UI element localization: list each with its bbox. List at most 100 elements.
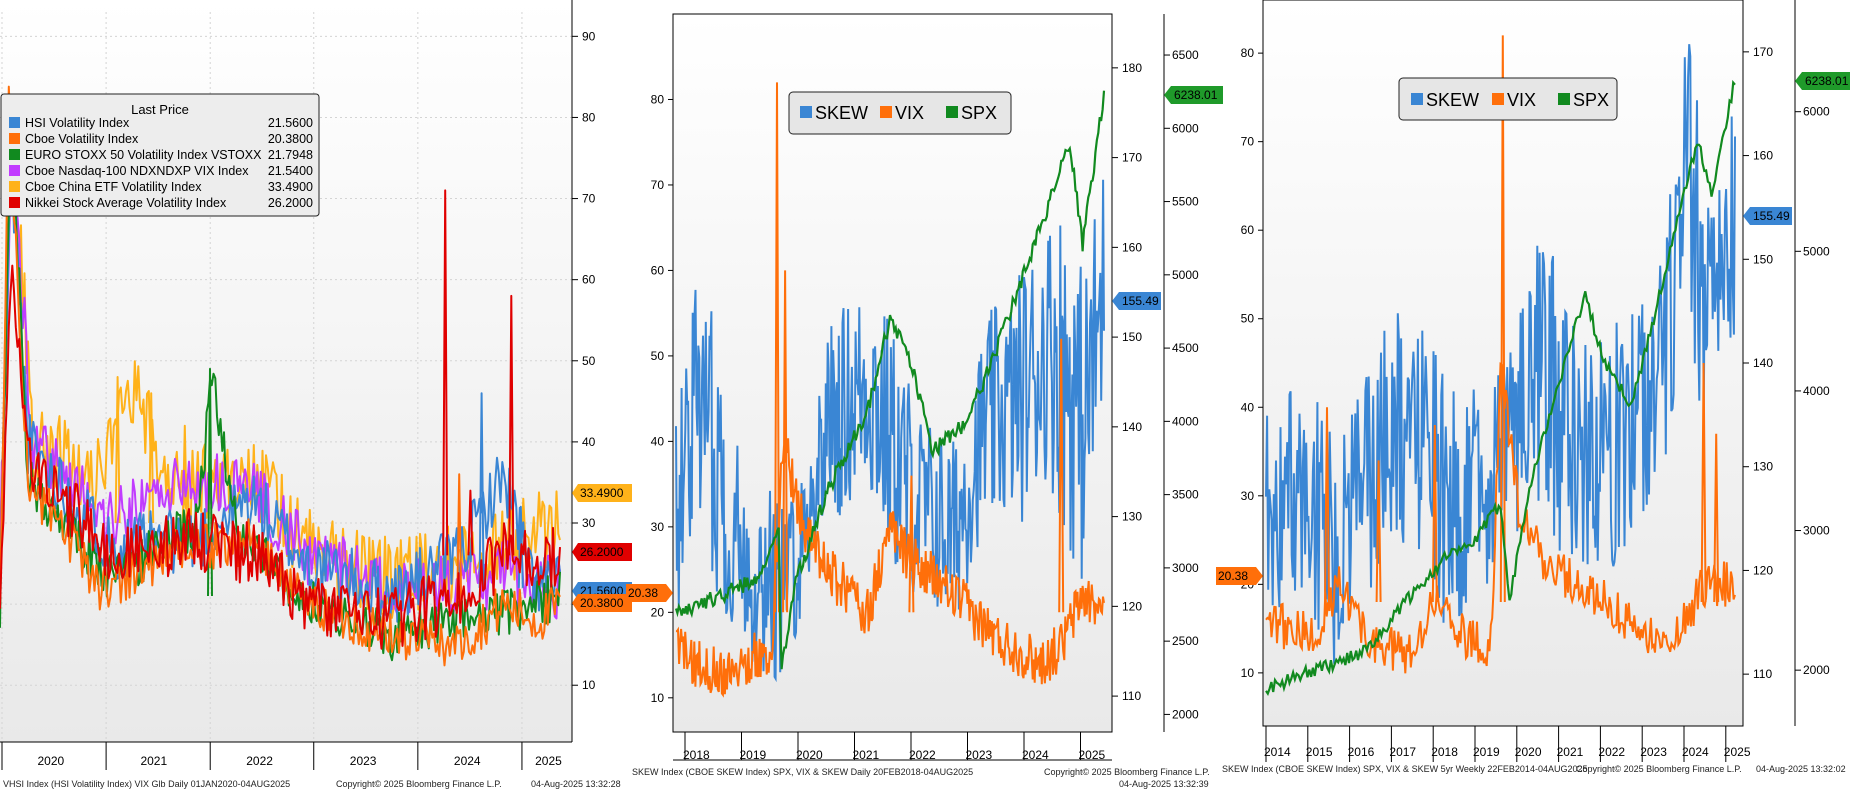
x-tick-label: 2015 (1306, 745, 1333, 759)
mid-tick-label: 160 (1753, 149, 1773, 163)
panel-3-series (1265, 35, 1736, 697)
legend-box (1398, 77, 1618, 121)
x-tick-label: 2025 (535, 754, 562, 768)
panel-2-footer-left: SKEW Index (CBOE SKEW Index) SPX, VIX & … (632, 767, 973, 777)
series-line-spx (1265, 79, 1736, 697)
panel-2-footer-right-top: Copyright© 2025 Bloomberg Finance L.P. (1044, 767, 1210, 777)
legend-title: Last Price (131, 102, 189, 117)
left-tick-label: 70 (1241, 135, 1255, 149)
value-tag-shape (1743, 207, 1792, 225)
value-tag-label: 155.49 (1753, 209, 1790, 223)
legend-swatch (1492, 93, 1504, 105)
x-tick-label: 2025 (1724, 745, 1751, 759)
legend-series-name: SKEW (815, 103, 868, 123)
legend-series-name: Cboe Volatility Index (25, 132, 139, 146)
legend-swatch (800, 106, 812, 118)
mid-tick-label: 170 (1122, 151, 1142, 165)
legend-items: SKEW VIX SPX (1411, 90, 1609, 110)
x-tick-label: 2021 (140, 754, 167, 768)
right-tick-label: 2000 (1803, 663, 1830, 677)
value-tag-shape (572, 543, 632, 561)
legend-series-name: Cboe China ETF Volatility Index (25, 180, 202, 194)
legend-last-value: 21.7948 (268, 148, 313, 162)
y-tick-label: 10 (582, 678, 596, 692)
legend-series-name: VIX (895, 103, 924, 123)
value-tag: 20.3800 (572, 594, 632, 612)
right-tick-label: 6000 (1803, 105, 1830, 119)
mid-tick-label: 140 (1122, 420, 1142, 434)
x-tick-label: 2018 (683, 748, 710, 762)
mid-tick-label: 150 (1753, 252, 1773, 266)
left-tick-label: 40 (651, 434, 665, 448)
panel-2-value-tags: 6238.01 155.49 20.38 (626, 86, 1223, 602)
y-tick-label: 60 (582, 273, 596, 287)
panel-3-value-tags: 6238.01 155.49 20.38 (1216, 72, 1850, 585)
value-tag: 155.49 (1112, 292, 1161, 310)
left-tick-label: 60 (1241, 223, 1255, 237)
panel-3: 1020304050607080110120130140150160170200… (1216, 0, 1850, 774)
series-line (0, 189, 561, 650)
legend-last-value: 33.4900 (268, 180, 313, 194)
mid-tick-label: 130 (1753, 460, 1773, 474)
left-tick-label: 80 (1241, 46, 1255, 60)
value-tag-shape (1164, 86, 1223, 104)
x-tick-label: 2020 (37, 754, 64, 768)
left-tick-label: 60 (651, 263, 665, 277)
mid-tick-label: 170 (1753, 45, 1773, 59)
y-tick-label: 30 (582, 516, 596, 530)
right-tick-label: 5000 (1172, 268, 1199, 282)
legend-last-value: 21.5400 (268, 164, 313, 178)
left-tick-label: 50 (1241, 312, 1255, 326)
panel-2-footer-right-bottom: 04-Aug-2025 13:32:39 (1119, 779, 1209, 789)
x-tick-label: 2017 (1389, 745, 1416, 759)
right-tick-label: 4000 (1803, 384, 1830, 398)
right-tick-label: 2500 (1172, 634, 1199, 648)
right-tick-label: 2000 (1172, 707, 1199, 721)
x-tick-label: 2016 (1348, 745, 1375, 759)
x-tick-label: 2024 (1022, 748, 1049, 762)
legend-series-name: Cboe Nasdaq-100 NDXNDXP VIX Index (25, 164, 249, 178)
x-tick-label: 2019 (1473, 745, 1500, 759)
x-tick-label: 2019 (740, 748, 767, 762)
panel-3-footer-right: 04-Aug-2025 13:32:02 (1756, 764, 1846, 774)
left-tick-label: 40 (1241, 400, 1255, 414)
legend-last-value: 20.3800 (268, 132, 313, 146)
series-line (0, 85, 561, 667)
panel-1-y-ticks: 102030405060708090 (572, 29, 596, 692)
legend-last-value: 21.5600 (268, 116, 313, 130)
legend-series-name: SKEW (1426, 90, 1479, 110)
y-tick-label: 90 (582, 29, 596, 43)
panel-1-x-ticks: 2020 2021 2022 2023 2024 2025 (1, 742, 562, 770)
value-tag-shape (626, 584, 673, 602)
x-tick-label: 2023 (1640, 745, 1667, 759)
value-tag-label: 33.4900 (580, 486, 624, 500)
legend-swatch (880, 106, 892, 118)
panel-3-y-ticks: 1020304050607080110120130140150160170200… (1241, 45, 1830, 681)
value-tag-shape (1112, 292, 1161, 310)
panel-2-legend: SKEW VIX SPX (788, 91, 1012, 135)
legend-series-name: VIX (1507, 90, 1536, 110)
left-tick-label: 10 (1241, 666, 1255, 680)
left-tick-label: 10 (651, 691, 665, 705)
value-tag-label: 6238.01 (1805, 74, 1849, 88)
right-tick-label: 3000 (1803, 524, 1830, 538)
legend-swatch (946, 106, 958, 118)
x-tick-label: 2021 (853, 748, 880, 762)
legend-last-value: 26.2000 (268, 196, 313, 210)
mid-tick-label: 140 (1753, 356, 1773, 370)
legend-swatch (9, 181, 20, 192)
right-tick-label: 3500 (1172, 488, 1199, 502)
x-tick-label: 2020 (796, 748, 823, 762)
x-tick-label: 2021 (1557, 745, 1584, 759)
panel-1-footer-left: VHSI Index (HSI Volatility Index) VIX Gl… (3, 779, 290, 789)
legend-swatch (9, 197, 20, 208)
x-tick-label: 2024 (454, 754, 481, 768)
x-tick-label: 2018 (1431, 745, 1458, 759)
value-tag-shape (1216, 567, 1263, 585)
x-tick-label: 2023 (350, 754, 377, 768)
left-tick-label: 30 (1241, 489, 1255, 503)
legend-series-name: EURO STOXX 50 Volatility Index VSTOXX (25, 148, 262, 162)
